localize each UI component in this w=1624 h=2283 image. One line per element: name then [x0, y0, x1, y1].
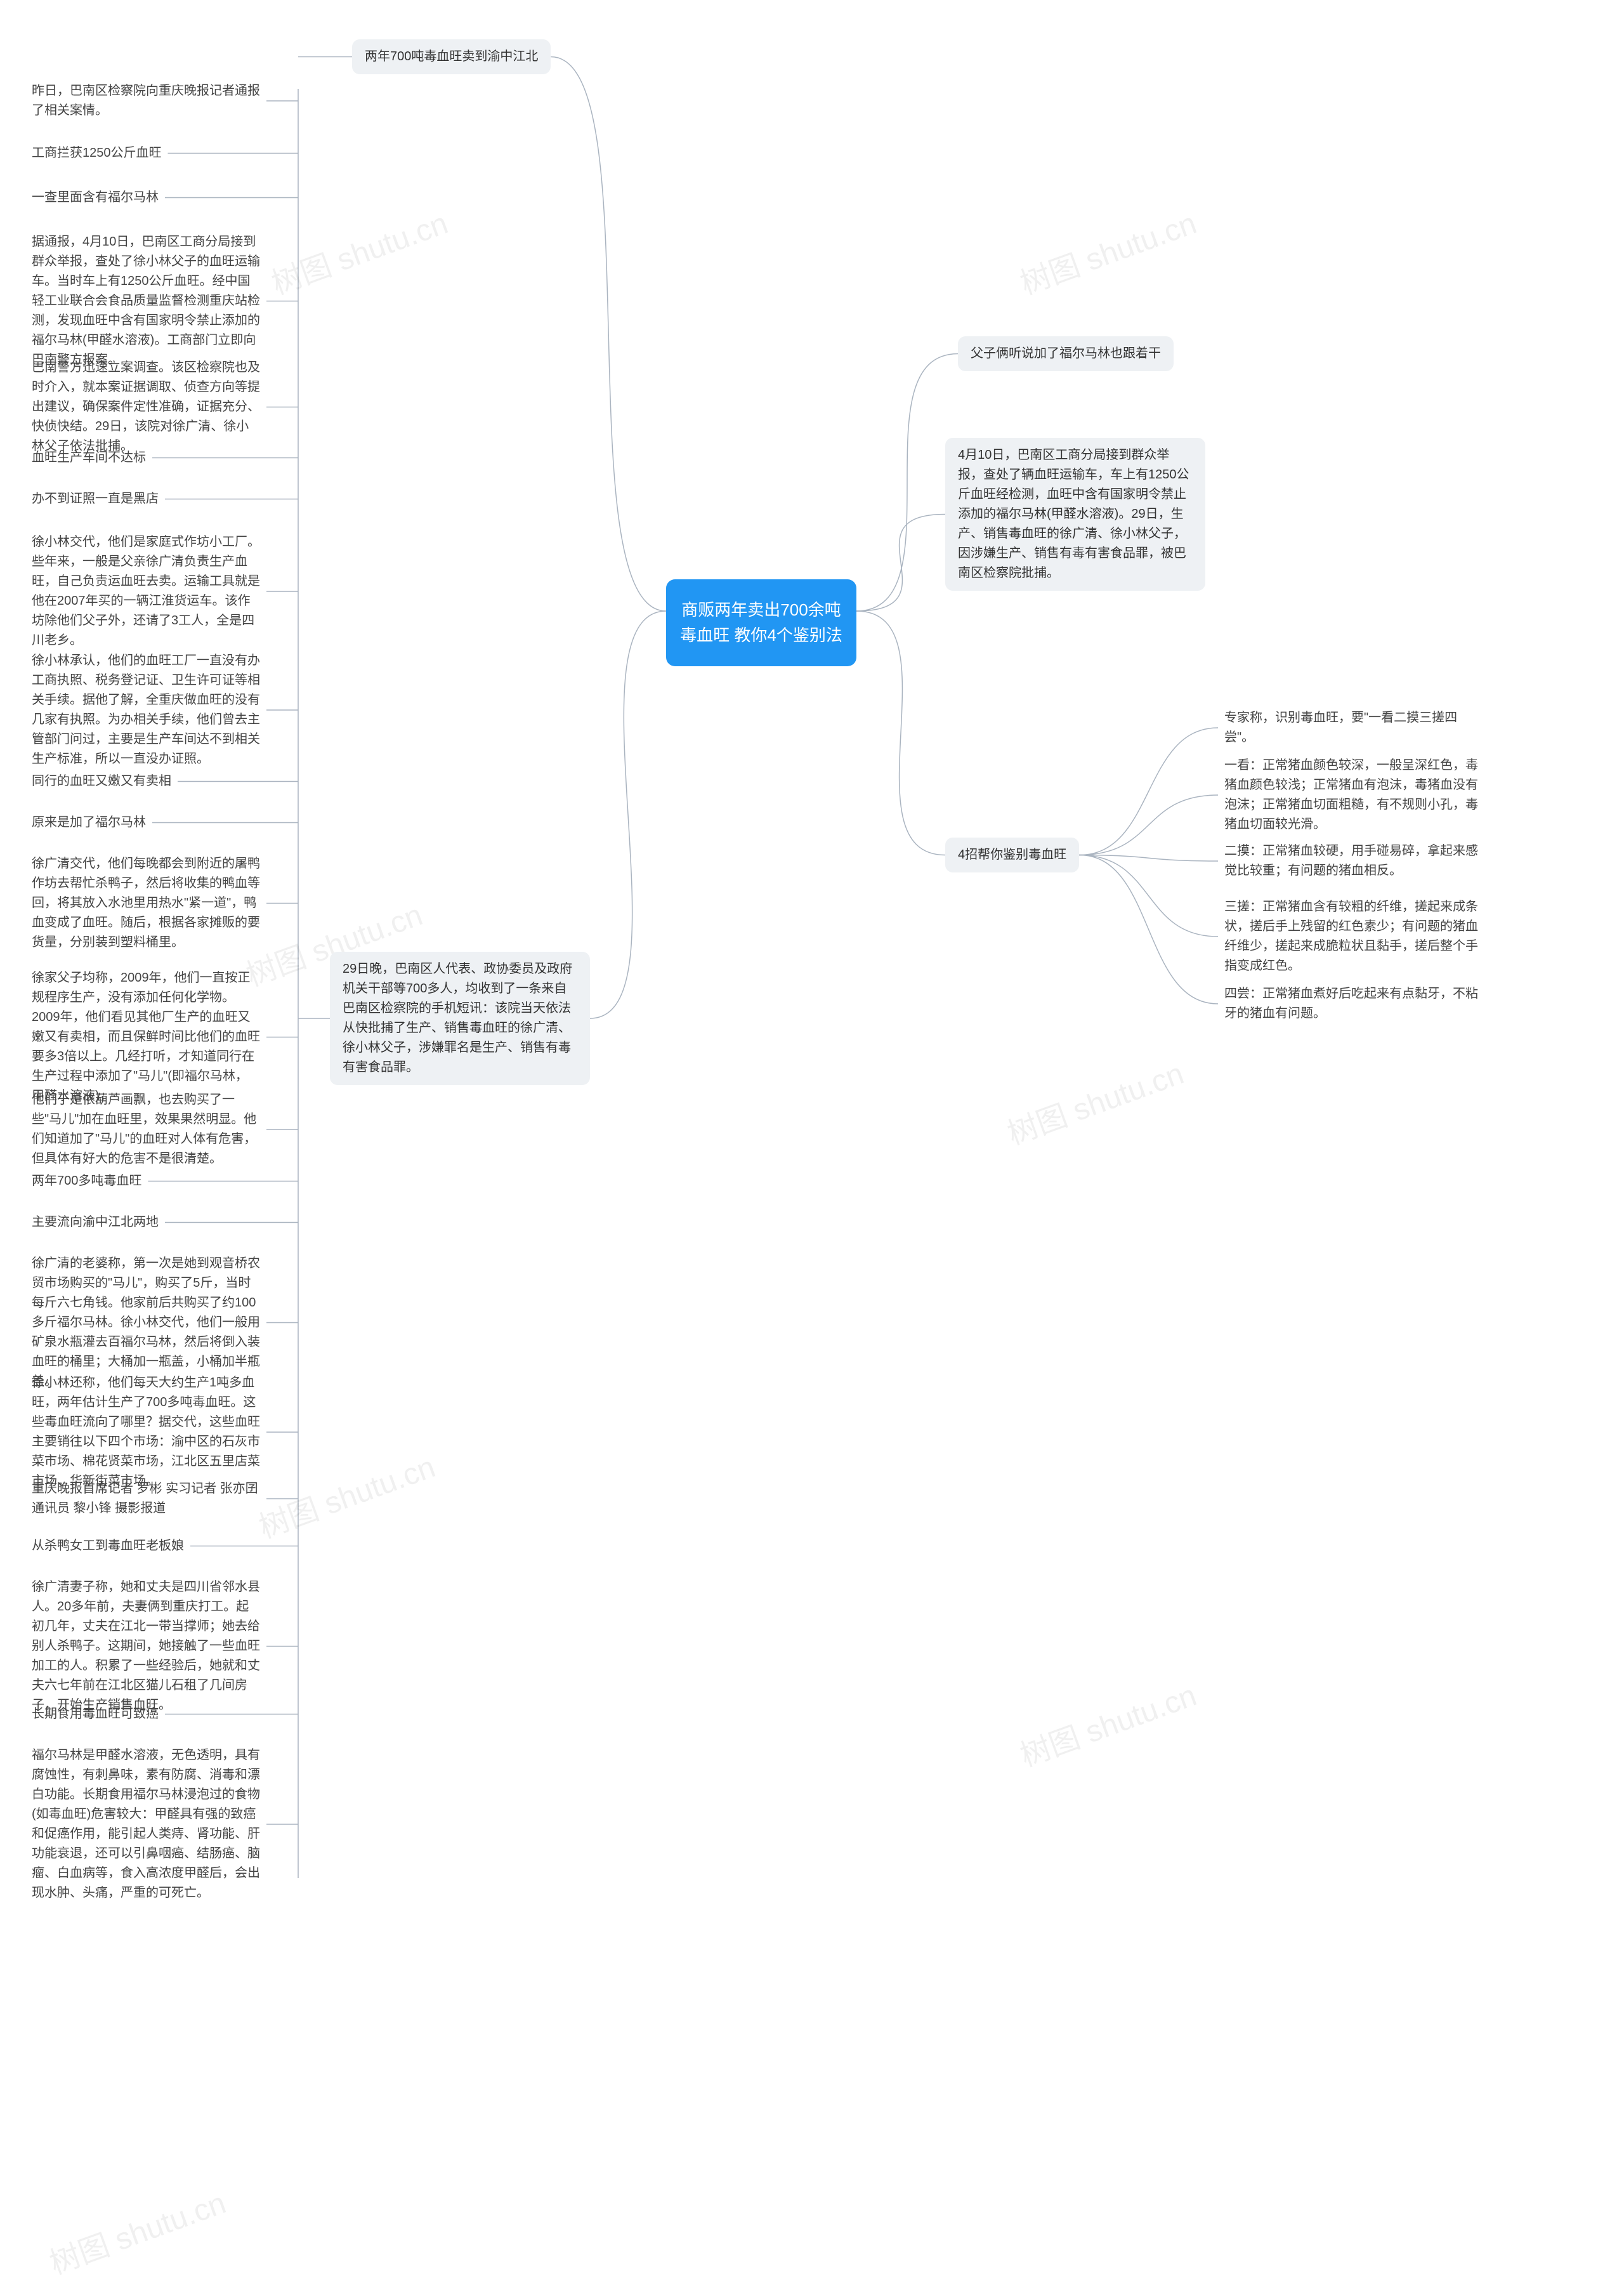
watermark: 树图 shutu.cn [265, 198, 453, 303]
leaf-node: 徐广清交代，他们每晚都会到附近的屠鸭作坊去帮忙杀鸭子，然后将收集的鸭血等回，将其… [25, 850, 266, 956]
branch-node: 29日晚，巴南区人代表、政协委员及政府机关干部等700多人，均收到了一条来自巴南… [330, 952, 590, 1085]
leaf-node-text: 昨日，巴南区检察院向重庆晚报记者通报了相关案情。 [32, 84, 260, 117]
branch-node-text: 29日晚，巴南区人代表、政协委员及政府机关干部等700多人，均收到了一条来自巴南… [343, 962, 572, 1074]
leaf-node-text: 专家称，识别毒血旺，要"一看二摸三搓四尝"。 [1224, 711, 1457, 744]
leaf-node-text: 徐小林承认，他们的血旺工厂一直没有办工商执照、税务登记证、卫生许可证等相关手续。… [32, 654, 260, 766]
leaf-node: 长期食用毒血旺可致癌 [25, 1701, 165, 1728]
leaf-node-text: 徐小林还称，他们每天大约生产1吨多血旺，两年估计生产了700多吨毒血旺。这些毒血… [32, 1376, 260, 1488]
leaf-node-text: 四尝：正常猪血煮好后吃起来有点黏牙，不粘牙的猪血有问题。 [1224, 987, 1478, 1020]
leaf-node-text: 从杀鸭女工到毒血旺老板娘 [32, 1539, 184, 1553]
leaf-node: 从杀鸭女工到毒血旺老板娘 [25, 1532, 190, 1560]
leaf-node: 工商拦获1250公斤血旺 [25, 140, 168, 167]
watermark: 树图 shutu.cn [43, 2178, 231, 2282]
leaf-node: 福尔马林是甲醛水溶液，无色透明，具有腐蚀性，有刺鼻味，素有防腐、消毒和漂白功能。… [25, 1742, 266, 1907]
leaf-node-text: 徐小林交代，他们是家庭式作坊小工厂。些年来，一般是父亲徐广清负责生产血旺，自己负… [32, 535, 260, 647]
watermark: 树图 shutu.cn [1013, 1670, 1202, 1775]
leaf-node-text: 徐广清交代，他们每晚都会到附近的屠鸭作坊去帮忙杀鸭子，然后将收集的鸭血等回，将其… [32, 857, 260, 949]
leaf-node-text: 办不到证照一直是黑店 [32, 492, 159, 506]
leaf-node-text: 长期食用毒血旺可致癌 [32, 1707, 159, 1721]
leaf-node: 办不到证照一直是黑店 [25, 485, 165, 513]
branch-node-text: 父子俩听说加了福尔马林也跟着干 [971, 346, 1161, 360]
leaf-node: 一看：正常猪血颜色较深，一般呈深红色，毒猪血颜色较浅；正常猪血有泡沫，毒猪血没有… [1218, 752, 1484, 838]
branch-node-text: 两年700吨毒血旺卖到渝中江北 [365, 49, 538, 63]
leaf-node: 专家称，识别毒血旺，要"一看二摸三搓四尝"。 [1218, 704, 1484, 751]
branch-node: 4月10日，巴南区工商分局接到群众举报，查处了辆血旺运输车，车上有1250公斤血… [945, 438, 1205, 591]
leaf-node: 血旺生产车间不达标 [25, 444, 152, 471]
watermark: 树图 shutu.cn [252, 1442, 440, 1546]
leaf-node-text: 工商拦获1250公斤血旺 [32, 146, 162, 160]
branch-node: 父子俩听说加了福尔马林也跟着干 [958, 336, 1174, 371]
leaf-node-text: 主要流向渝中江北两地 [32, 1215, 159, 1229]
leaf-node-text: 二摸：正常猪血较硬，用手碰易碎，拿起来感觉比较重；有问题的猪血相反。 [1224, 844, 1478, 878]
branch-node-text: 4月10日，巴南区工商分局接到群众举报，查处了辆血旺运输车，车上有1250公斤血… [958, 448, 1189, 580]
center-node: 商贩两年卖出700余吨毒血旺 教你4个鉴别法 [666, 579, 856, 666]
leaf-node-text: 血旺生产车间不达标 [32, 451, 146, 464]
leaf-node: 三搓：正常猪血含有较粗的纤维，搓起来成条状，搓后手上残留的红色素少；有问题的猪血… [1218, 893, 1484, 980]
leaf-node: 一查里面含有福尔马林 [25, 184, 165, 211]
leaf-node: 原来是加了福尔马林 [25, 809, 152, 836]
leaf-node-text: 重庆晚报首席记者 罗彬 实习记者 张亦囝 通讯员 黎小锋 摄影报道 [32, 1482, 258, 1515]
branch-node: 4招帮你鉴别毒血旺 [945, 838, 1079, 872]
leaf-node: 徐广清妻子称，她和丈夫是四川省邻水县人。20多年前，夫妻俩到重庆打工。起初几年，… [25, 1574, 266, 1719]
leaf-node: 徐小林交代，他们是家庭式作坊小工厂。些年来，一般是父亲徐广清负责生产血旺，自己负… [25, 529, 266, 654]
leaf-node: 四尝：正常猪血煮好后吃起来有点黏牙，不粘牙的猪血有问题。 [1218, 980, 1484, 1027]
leaf-node-text: 一看：正常猪血颜色较深，一般呈深红色，毒猪血颜色较浅；正常猪血有泡沫，毒猪血没有… [1224, 758, 1478, 831]
leaf-node: 他们于是依葫芦画飘，也去购买了一些"马儿"加在血旺里，效果果然明显。他们知道加了… [25, 1086, 266, 1173]
leaf-node-text: 同行的血旺又嫩又有卖相 [32, 774, 171, 788]
leaf-node-text: 他们于是依葫芦画飘，也去购买了一些"马儿"加在血旺里，效果果然明显。他们知道加了… [32, 1093, 256, 1166]
leaf-node: 据通报，4月10日，巴南区工商分局接到群众举报，查处了徐小林父子的血旺运输车。当… [25, 228, 266, 374]
leaf-node-text: 巴南警方迅速立案调查。该区检察院也及时介入，就本案证据调取、侦查方向等提出建议，… [32, 360, 260, 453]
leaf-node: 徐小林承认，他们的血旺工厂一直没有办工商执照、税务登记证、卫生许可证等相关手续。… [25, 647, 266, 773]
leaf-node: 两年700多吨毒血旺 [25, 1168, 148, 1195]
leaf-node-text: 原来是加了福尔马林 [32, 815, 146, 829]
leaf-node-text: 据通报，4月10日，巴南区工商分局接到群众举报，查处了徐小林父子的血旺运输车。当… [32, 235, 260, 367]
leaf-node: 重庆晚报首席记者 罗彬 实习记者 张亦囝 通讯员 黎小锋 摄影报道 [25, 1475, 266, 1522]
leaf-node: 昨日，巴南区检察院向重庆晚报记者通报了相关案情。 [25, 77, 266, 124]
watermark: 树图 shutu.cn [1013, 198, 1202, 303]
leaf-node-text: 徐家父子均称，2009年，他们一直按正规程序生产，没有添加任何化学物。2009年… [32, 971, 260, 1103]
watermark: 树图 shutu.cn [1000, 1048, 1189, 1153]
center-node-text: 商贩两年卖出700余吨毒血旺 教你4个鉴别法 [680, 600, 842, 645]
leaf-node-text: 徐广清的老婆称，第一次是她到观音桥农贸市场购买的"马儿"，购买了5斤，当时每斤六… [32, 1256, 260, 1388]
leaf-node-text: 三搓：正常猪血含有较粗的纤维，搓起来成条状，搓后手上残留的红色素少；有问题的猪血… [1224, 900, 1478, 973]
leaf-node: 主要流向渝中江北两地 [25, 1209, 165, 1236]
leaf-node-text: 一查里面含有福尔马林 [32, 190, 159, 204]
leaf-node-text: 福尔马林是甲醛水溶液，无色透明，具有腐蚀性，有刺鼻味，素有防腐、消毒和漂白功能。… [32, 1748, 260, 1900]
leaf-node-text: 徐广清妻子称，她和丈夫是四川省邻水县人。20多年前，夫妻俩到重庆打工。起初几年，… [32, 1580, 260, 1712]
leaf-node-text: 两年700多吨毒血旺 [32, 1174, 141, 1188]
leaf-node: 同行的血旺又嫩又有卖相 [25, 768, 178, 795]
branch-node: 两年700吨毒血旺卖到渝中江北 [352, 39, 551, 74]
branch-node-text: 4招帮你鉴别毒血旺 [958, 848, 1066, 862]
leaf-node: 二摸：正常猪血较硬，用手碰易碎，拿起来感觉比较重；有问题的猪血相反。 [1218, 838, 1484, 885]
